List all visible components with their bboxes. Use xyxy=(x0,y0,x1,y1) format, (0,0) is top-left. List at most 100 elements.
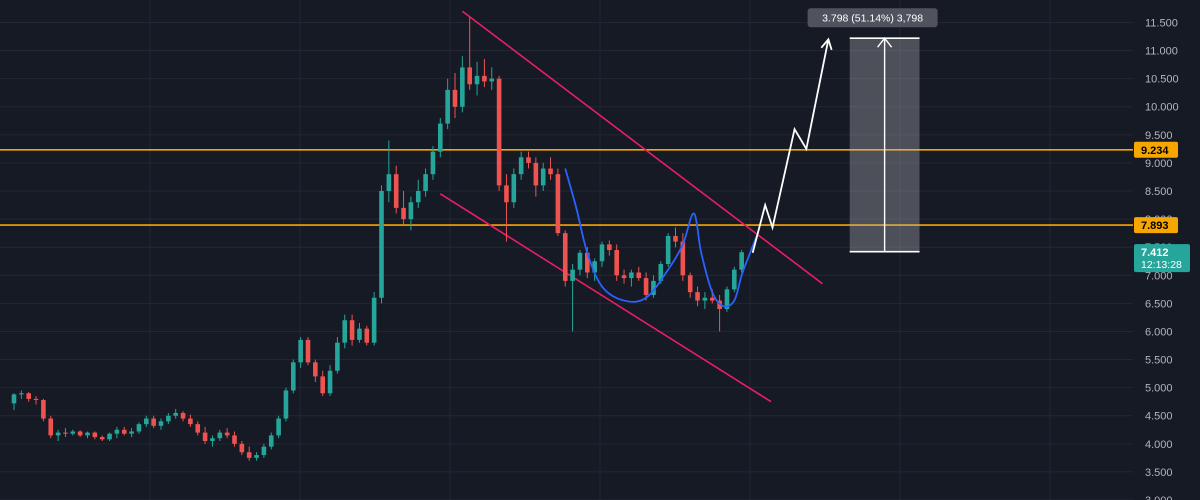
candle-body xyxy=(114,429,120,434)
candle-body xyxy=(107,433,112,440)
candle-body xyxy=(592,261,597,273)
current-price-label: 7.412 xyxy=(1141,247,1169,259)
current-price-tag xyxy=(1134,244,1190,273)
candle-body xyxy=(305,339,311,363)
candle-body xyxy=(232,435,237,444)
candle-body xyxy=(158,421,164,426)
candle-body xyxy=(313,362,318,377)
candle-body xyxy=(386,174,392,192)
y-tick-label: 11.500 xyxy=(1145,17,1178,29)
y-tick-label: 5.500 xyxy=(1145,355,1173,367)
candle-body xyxy=(709,297,715,301)
candle-body xyxy=(393,174,399,208)
candle-body xyxy=(570,269,575,281)
candle-body xyxy=(474,75,480,85)
level-price-label: 9.234 xyxy=(1141,145,1169,157)
y-tick-label: 6.000 xyxy=(1145,326,1173,338)
candle-body xyxy=(482,75,487,82)
y-tick-label: 3.500 xyxy=(1145,467,1173,479)
candle-body xyxy=(129,431,134,434)
candle-body xyxy=(254,455,259,458)
candle-body xyxy=(643,278,649,295)
candle-body xyxy=(732,269,737,290)
measure-arrow-head xyxy=(877,37,893,48)
candle-body xyxy=(320,376,325,394)
candle-body xyxy=(599,244,605,262)
y-tick-label: 3.000 xyxy=(1145,495,1173,500)
candle-body xyxy=(327,370,333,394)
candle-body xyxy=(180,412,186,419)
y-tick-label: 9.500 xyxy=(1145,130,1173,142)
channel-line[interactable] xyxy=(461,10,823,285)
y-tick-label: 8.500 xyxy=(1145,186,1173,198)
candle-body xyxy=(408,202,414,220)
candle-body xyxy=(121,429,127,434)
candle-body xyxy=(607,244,612,250)
candle-body xyxy=(261,446,267,456)
y-tick-label: 9.000 xyxy=(1145,158,1173,170)
level-price-label: 7.893 xyxy=(1141,220,1169,232)
candle-body xyxy=(298,339,303,363)
candle-body xyxy=(680,241,686,276)
candle-body xyxy=(496,78,502,186)
candle-body xyxy=(224,432,230,436)
candle-body xyxy=(533,162,539,186)
candle-body xyxy=(210,438,215,442)
candle-body xyxy=(188,418,193,425)
candle-body xyxy=(504,185,509,203)
candle-body xyxy=(283,390,289,419)
candle-body xyxy=(651,280,656,295)
y-tick-label: 10.500 xyxy=(1145,74,1179,86)
y-tick-label: 10.000 xyxy=(1145,102,1179,114)
candle-body xyxy=(92,432,98,438)
cup-and-handle-curve[interactable] xyxy=(564,168,759,308)
candle-body xyxy=(48,418,54,436)
y-tick-label: 11.000 xyxy=(1145,46,1178,58)
candle-body xyxy=(577,252,583,270)
y-tick-label: 4.500 xyxy=(1145,411,1173,423)
candle-body xyxy=(614,250,619,276)
candle-body xyxy=(445,89,450,124)
candle-body xyxy=(658,264,664,281)
candle-body xyxy=(144,418,149,425)
candle-body xyxy=(371,297,377,343)
candle-body xyxy=(511,174,517,203)
candle-body xyxy=(357,328,362,340)
candle-body xyxy=(26,393,31,399)
candle-body xyxy=(460,67,465,107)
candle-body xyxy=(85,432,90,436)
candle-body xyxy=(33,398,39,400)
y-tick-label: 4.000 xyxy=(1145,439,1173,451)
projection-path[interactable] xyxy=(751,39,830,254)
candle-body xyxy=(423,174,428,192)
level-price-tag xyxy=(1134,217,1178,234)
candle-body xyxy=(555,174,561,234)
candle-body xyxy=(379,191,384,298)
candle-body xyxy=(526,157,531,163)
candle-body xyxy=(217,432,223,439)
candle-body xyxy=(665,235,671,265)
candle-body xyxy=(430,151,436,175)
candle-body xyxy=(77,431,83,436)
candle-body xyxy=(438,123,443,152)
candle-body xyxy=(636,272,642,279)
candle-body xyxy=(695,292,700,301)
candle-body xyxy=(629,272,634,279)
countdown-timer: 12:13:28 xyxy=(1141,259,1182,271)
candle-body xyxy=(724,289,730,309)
candle-body xyxy=(166,415,171,422)
candle-body xyxy=(342,320,348,343)
candle-body xyxy=(151,418,156,426)
candle-body xyxy=(364,328,370,343)
channel-line[interactable] xyxy=(439,193,772,403)
candle-body xyxy=(246,452,252,458)
candle-body xyxy=(401,207,406,220)
candle-body xyxy=(268,435,274,447)
measure-label: 3.798 (51.14%) 3,798 xyxy=(822,13,923,25)
candle-body xyxy=(195,424,201,433)
candle-body xyxy=(335,342,340,371)
candle-body xyxy=(173,412,178,416)
candle-body xyxy=(467,67,472,85)
